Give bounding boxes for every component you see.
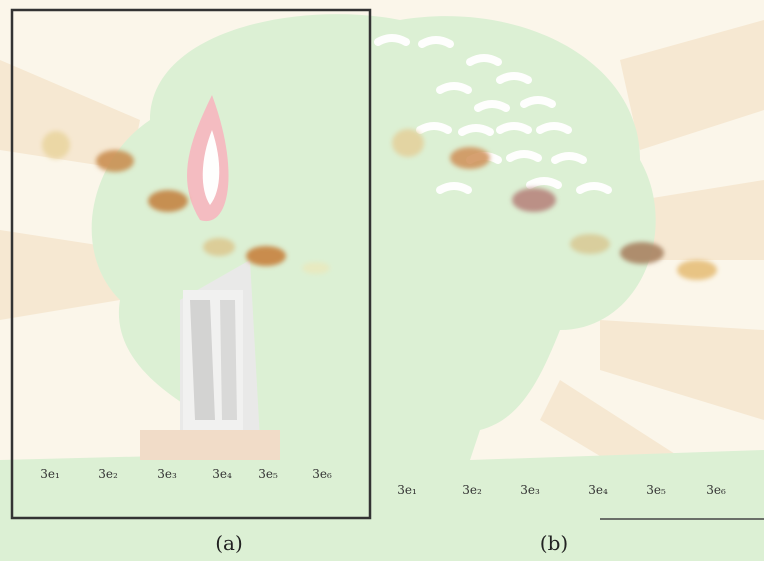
lane-label: 3e₅ bbox=[258, 467, 278, 481]
lane-label: 3e₂ bbox=[98, 467, 118, 481]
lane-label: 3e₁ bbox=[40, 467, 60, 481]
figure: (a) (b) 3e₁ 3e₂ 3e₃ 3e₄ 3e₅ 3e₆ 3e₁ 3e₂ 3e₃ 3e₄ 3e… bbox=[0, 0, 764, 561]
panel-caption: (b) bbox=[540, 531, 568, 555]
lane-label: 3e₄ bbox=[212, 467, 232, 481]
lane-label: 3e₃ bbox=[157, 467, 177, 481]
lane-label: 3e₄ bbox=[588, 483, 608, 497]
lane-label: 3e₁ bbox=[397, 483, 417, 497]
lane-label: 3e₂ bbox=[462, 483, 482, 497]
lane-label: 3e₅ bbox=[646, 483, 666, 497]
lane-label: 3e₆ bbox=[312, 467, 332, 481]
lane-label: 3e₆ bbox=[706, 483, 726, 497]
lane-label: 3e₃ bbox=[520, 483, 540, 497]
panel-caption: (a) bbox=[215, 531, 243, 555]
